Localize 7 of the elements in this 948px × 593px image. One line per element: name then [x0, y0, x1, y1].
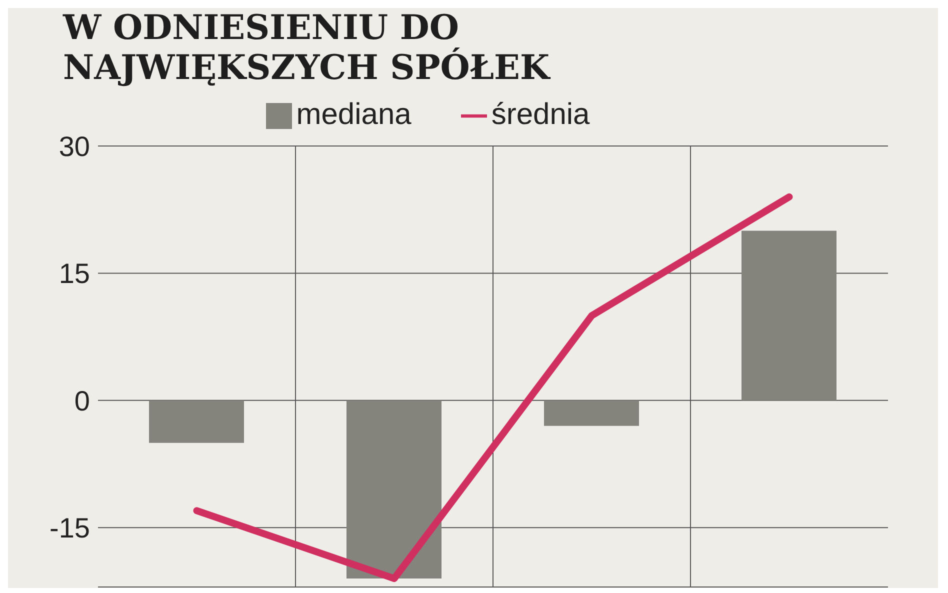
y-tick-label: 15	[58, 258, 90, 290]
chart-title: W ODNIESIENIU DO NAJWIĘKSZYCH SPÓŁEK	[62, 8, 552, 88]
legend-label: mediana	[296, 98, 412, 131]
legend-label: średnia	[491, 98, 590, 131]
y-tick-label: 0	[74, 385, 90, 416]
y-tick-label: 30	[58, 130, 90, 162]
y-tick-label: -15	[50, 512, 90, 544]
